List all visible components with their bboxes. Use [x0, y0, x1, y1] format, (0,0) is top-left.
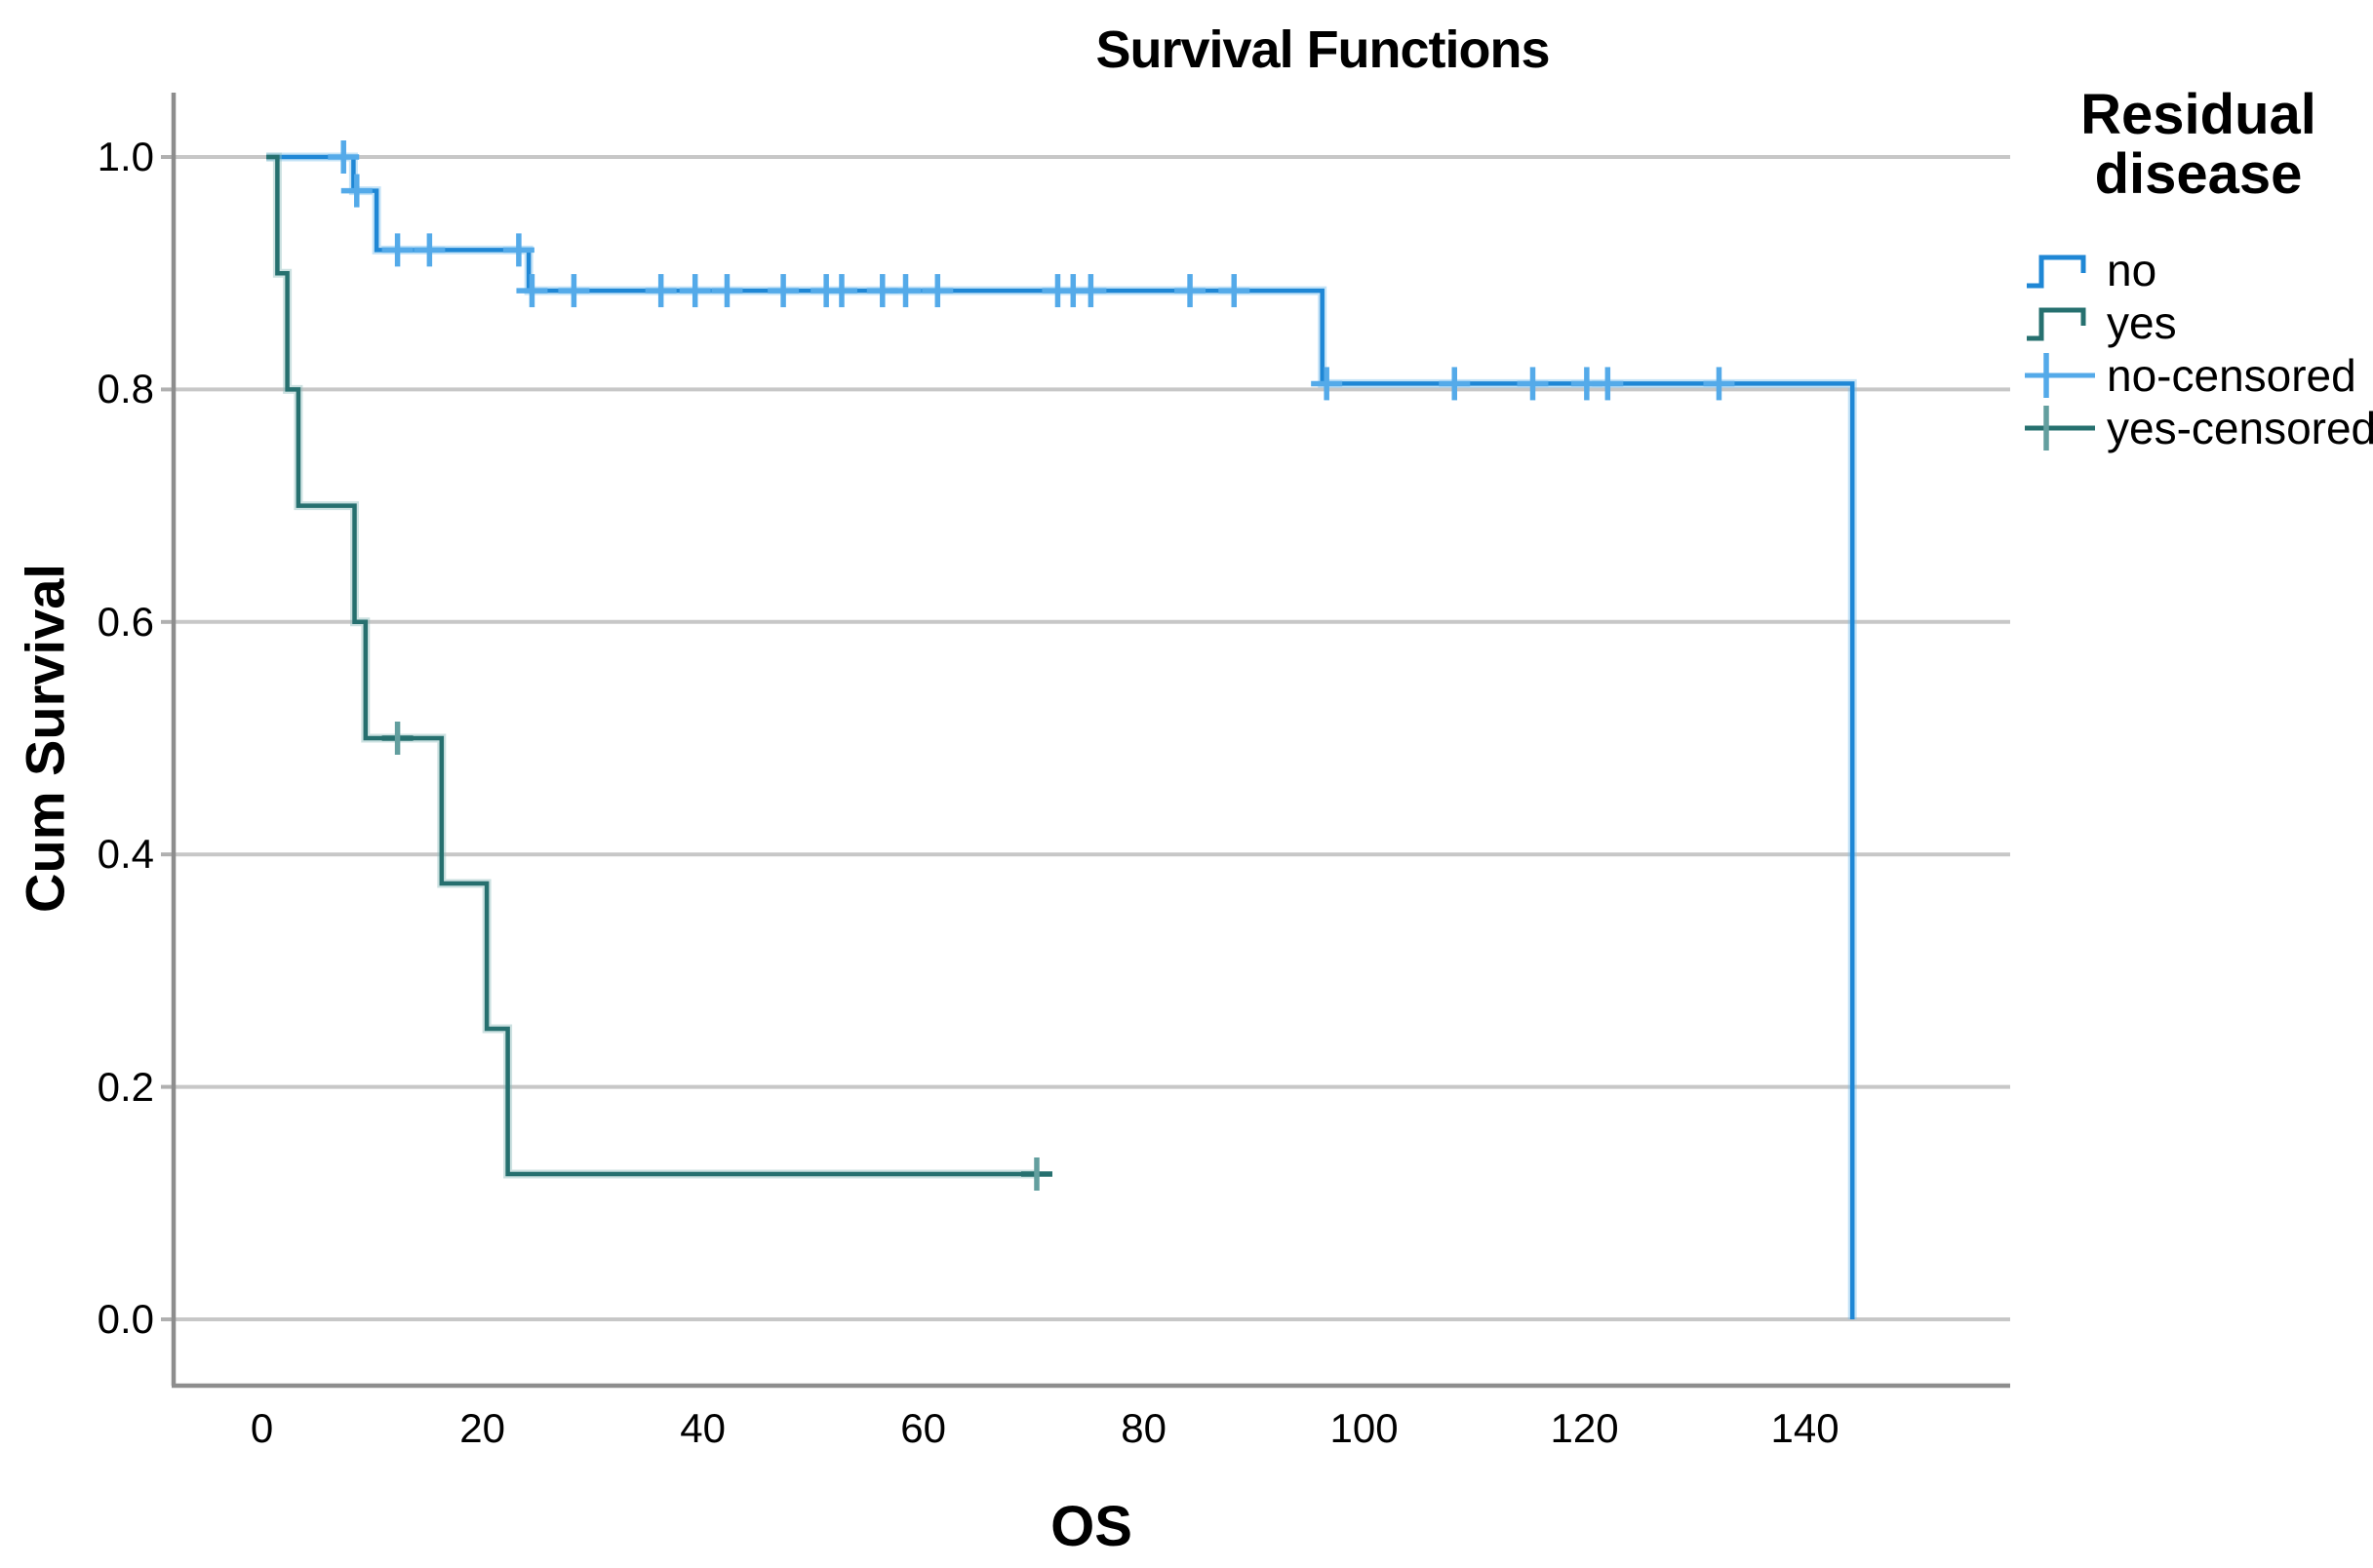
legend-item-yes: yes: [2025, 296, 2372, 349]
x-tick-label: 0: [250, 1405, 274, 1451]
series-yes-halo: [266, 152, 1037, 1179]
x-tick-label: 140: [1770, 1405, 1839, 1451]
y-tick-label: 0.8: [97, 366, 154, 412]
legend-step-glyph: [2027, 255, 2086, 289]
legend-censor-glyph: [2025, 405, 2095, 451]
y-tick-label: 0.2: [97, 1063, 154, 1110]
x-tick-label: 120: [1550, 1405, 1619, 1451]
legend-item-label: yes: [2107, 296, 2177, 348]
legend-item-label: no-censored: [2107, 349, 2356, 401]
legend-item-no-censored: no-censored: [2025, 349, 2372, 402]
x-tick-label: 20: [459, 1405, 505, 1451]
y-tick-label: 0.6: [97, 598, 154, 645]
legend-step-glyph: [2027, 307, 2086, 341]
legend-item-label: no: [2107, 244, 2157, 295]
x-tick-label: 60: [900, 1405, 946, 1451]
legend-title: Residual disease: [2080, 83, 2316, 206]
y-tick-label: 0.0: [97, 1296, 154, 1342]
y-tick-label: 1.0: [97, 134, 154, 179]
x-tick-label: 80: [1121, 1405, 1167, 1451]
x-tick-label: 100: [1329, 1405, 1399, 1451]
y-tick-label: 0.4: [97, 831, 154, 878]
chart-title: Survival Functions: [1095, 20, 1550, 79]
x-tick-label: 40: [680, 1405, 726, 1451]
legend-item-yes-censored: yes-censored: [2025, 402, 2373, 454]
x-axis-title: OS: [1050, 1495, 1132, 1558]
legend: Residual disease no yes no-censored yes-cen…: [2025, 83, 2373, 454]
legend-step-line: [2027, 307, 2086, 341]
legend-item-label: yes-censored: [2107, 402, 2373, 453]
legend-step-line: [2027, 255, 2086, 289]
legend-item-no: no: [2025, 244, 2372, 296]
legend-items: no yes no-censored yes-censored: [2025, 244, 2373, 454]
series-yes-curve: [266, 154, 1037, 1177]
legend-censor-glyph: [2025, 352, 2095, 398]
